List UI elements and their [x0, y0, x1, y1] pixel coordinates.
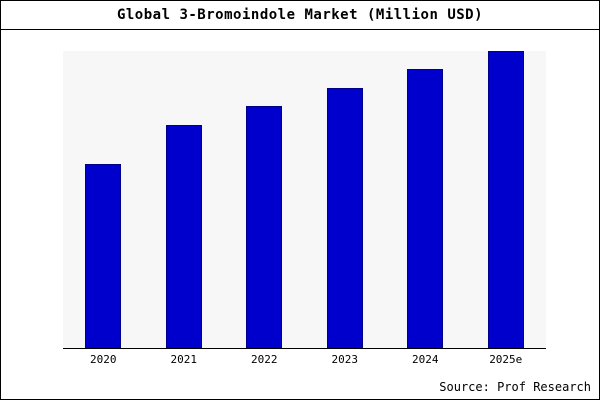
bar-2023 — [326, 88, 363, 348]
bar-2020 — [85, 163, 122, 348]
x-tick-label-2021: 2021 — [170, 353, 198, 366]
x-tick-label-2024: 2024 — [412, 353, 439, 366]
x-tick-label-2020: 2020 — [90, 353, 117, 366]
x-tick-label-2022: 2022 — [251, 353, 278, 366]
x-tick-label-2023: 2023 — [331, 353, 359, 366]
bar-2021 — [165, 125, 202, 348]
chart-title-bar: Global 3-Bromoindole Market (Million USD… — [1, 1, 599, 30]
chart-title: Global 3-Bromoindole Market (Million USD… — [116, 7, 484, 23]
bar-2022 — [246, 105, 283, 348]
bar-2025e — [487, 51, 524, 348]
x-tick-label-2025e: 2025e — [489, 353, 523, 366]
bar-2024 — [407, 68, 444, 348]
x-axis: 2020 2021 2022 2023 2024 2025e — [63, 353, 546, 366]
source-note: Source: Prof Research — [439, 380, 591, 394]
plot-area — [63, 51, 546, 349]
